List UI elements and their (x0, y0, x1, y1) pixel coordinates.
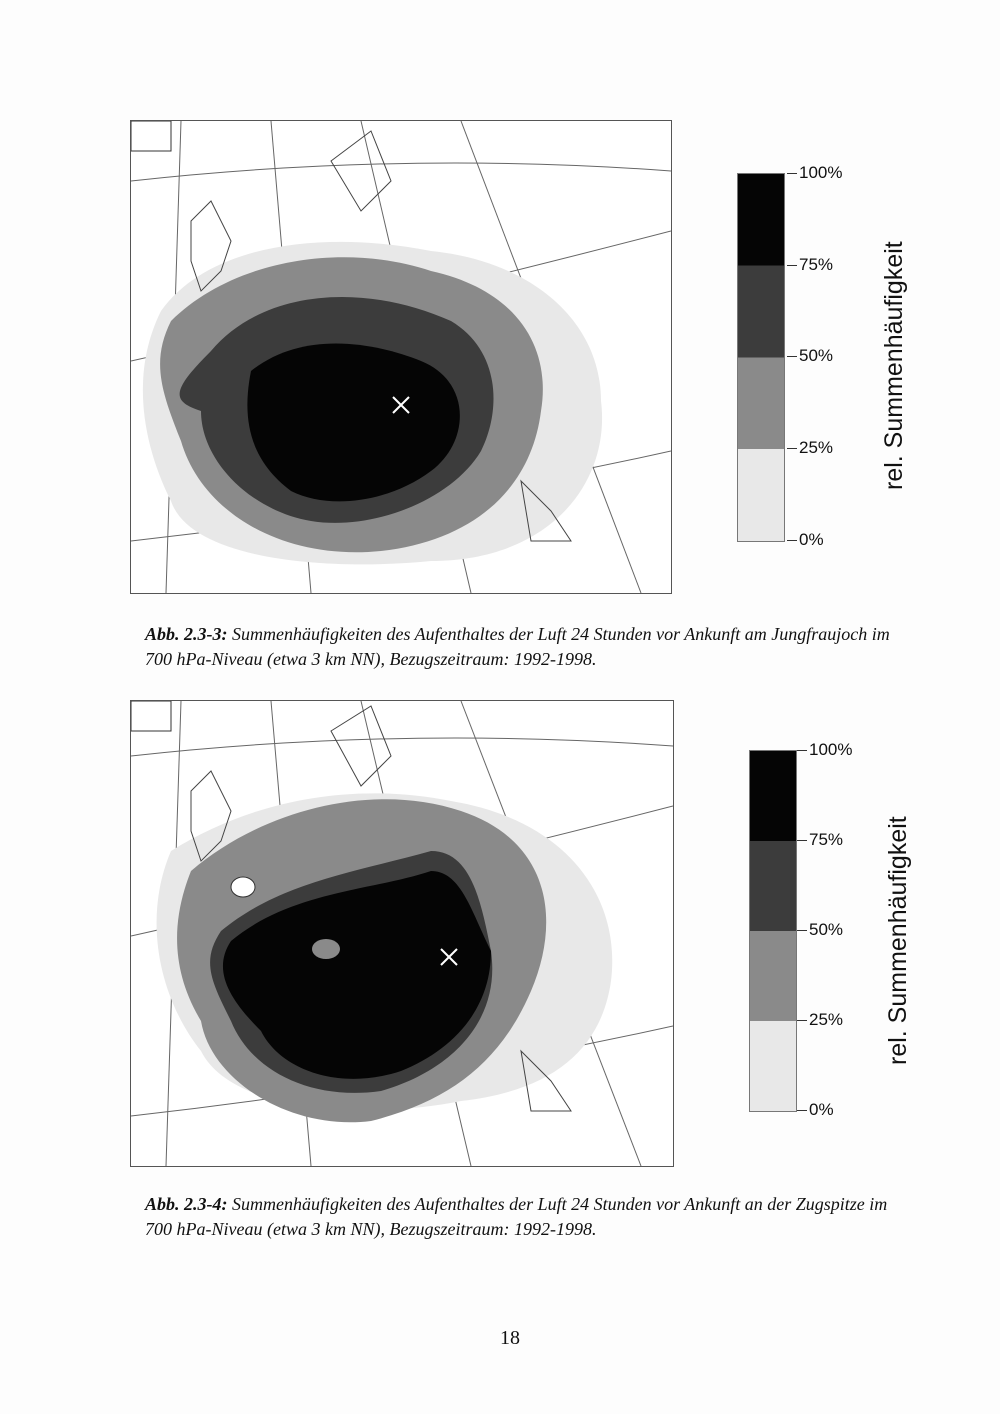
figure-number: Abb. 2.3-3: (145, 624, 228, 644)
page-number: 18 (500, 1327, 520, 1349)
legend-tick: 50% (786, 346, 834, 365)
figure-caption: Abb. 2.3-3: Summenhäufigkeiten des Aufen… (145, 622, 935, 672)
legend-tick: 75% (796, 830, 844, 849)
legend-tick: 75% (786, 255, 834, 274)
caption-text: 700 hPa-Niveau (etwa 3 km NN), Bezugszei… (145, 1219, 597, 1239)
legend-tick: 25% (786, 438, 834, 457)
caption-text: 700 hPa-Niveau (etwa 3 km NN), Bezugszei… (145, 649, 597, 669)
caption-text: Summenhäufigkeiten des Aufenthaltes der … (232, 624, 890, 644)
color-legend-bar (737, 173, 785, 542)
legend-tick: 25% (796, 1010, 844, 1029)
legend-tick: 100% (796, 740, 853, 759)
figure-caption: Abb. 2.3-4: Summenhäufigkeiten des Aufen… (145, 1192, 935, 1242)
figure-number: Abb. 2.3-4: (145, 1194, 228, 1214)
legend-title: rel. Summenhäufigkeit (884, 816, 912, 1065)
map-graphic (131, 701, 673, 1166)
color-legend-bar (749, 750, 797, 1112)
legend-tick: 0% (787, 530, 824, 549)
map-graphic (131, 121, 671, 593)
legend-tick: 0% (797, 1100, 834, 1119)
map-jungfraujoch (130, 120, 672, 594)
caption-text: Summenhäufigkeiten des Aufenthaltes der … (232, 1194, 888, 1214)
legend-tick: 100% (786, 163, 843, 182)
legend-tick: 50% (796, 920, 844, 939)
legend-title: rel. Summenhäufigkeit (880, 241, 908, 490)
map-zugspitze (130, 700, 674, 1167)
